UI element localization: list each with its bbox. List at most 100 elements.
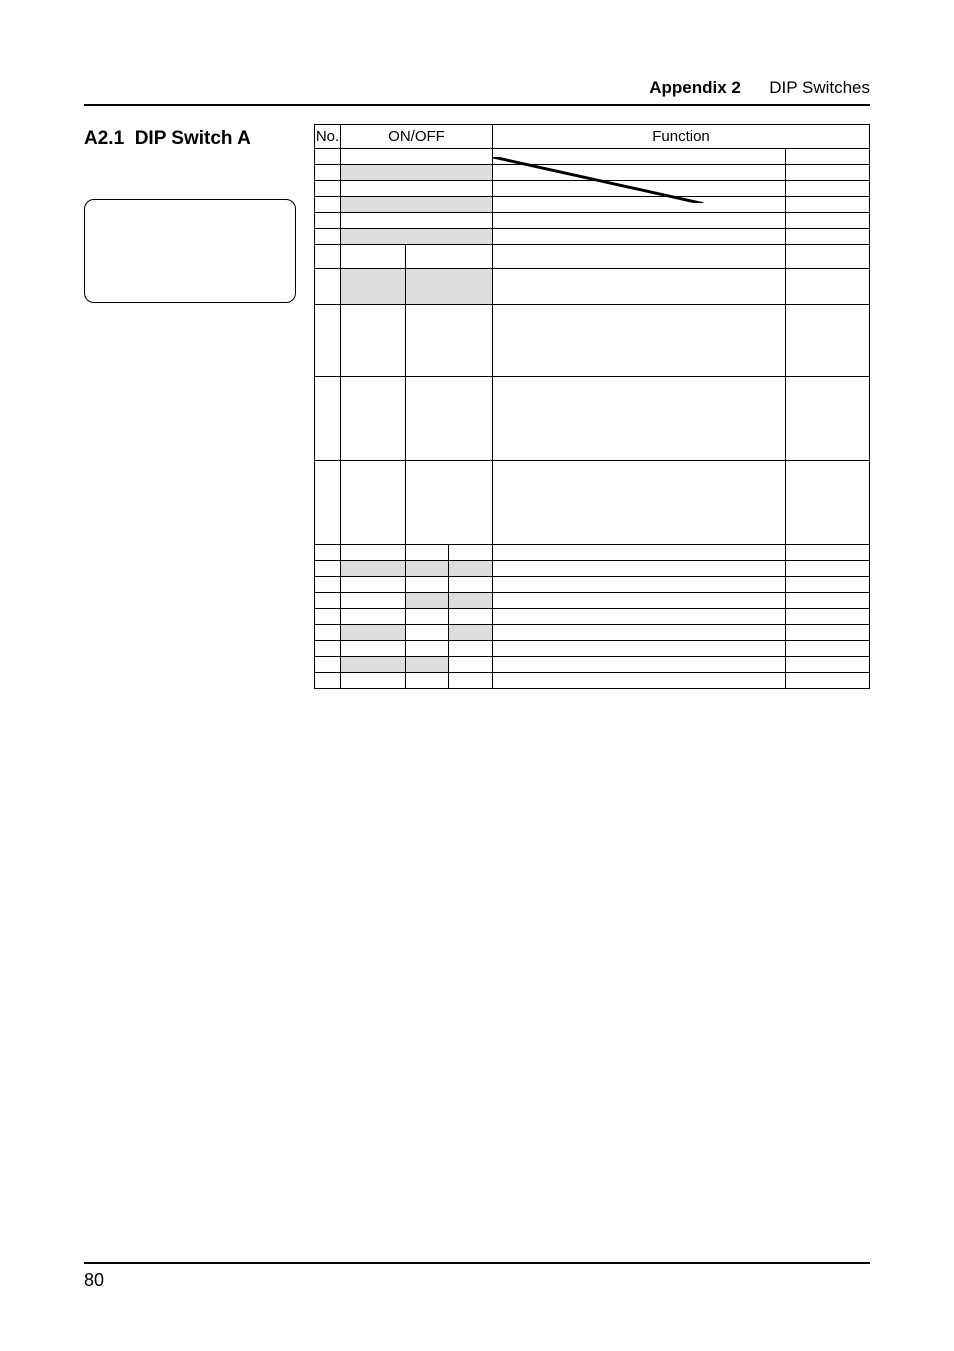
table-cell xyxy=(449,657,493,673)
col-no: No. xyxy=(315,125,341,149)
left-column: A2.1 DIP Switch A xyxy=(84,124,314,303)
section-label: DIP Switches xyxy=(769,78,870,97)
table-cell xyxy=(493,269,786,305)
table-cell xyxy=(786,181,870,197)
table-row xyxy=(315,577,870,593)
table-cell xyxy=(786,165,870,181)
table-cell xyxy=(449,641,493,657)
table-cell xyxy=(786,641,870,657)
table-row xyxy=(315,149,870,165)
table-cell xyxy=(341,197,493,213)
table-cell xyxy=(449,561,493,577)
table-cell xyxy=(341,377,406,461)
table-cell xyxy=(315,269,341,305)
appendix-label: Appendix 2 xyxy=(649,78,741,97)
table-cell xyxy=(786,561,870,577)
table-body xyxy=(315,149,870,689)
table-cell xyxy=(493,673,786,689)
table-cell xyxy=(406,245,493,269)
table-cell xyxy=(406,461,493,545)
table-cell xyxy=(786,577,870,593)
table-cell xyxy=(493,245,786,269)
table-cell xyxy=(341,577,406,593)
table-cell xyxy=(786,213,870,229)
table-row xyxy=(315,609,870,625)
table-cell xyxy=(315,377,341,461)
header-text: Appendix 2 DIP Switches xyxy=(649,78,870,98)
table-cell xyxy=(341,593,406,609)
table-cell xyxy=(493,213,786,229)
dip-switch-table: No. ON/OFF Function xyxy=(314,124,870,689)
table-cell xyxy=(341,181,493,197)
table-cell xyxy=(406,673,449,689)
table-cell xyxy=(341,149,493,165)
table-cell xyxy=(341,213,493,229)
table-cell xyxy=(493,377,786,461)
table-cell xyxy=(315,181,341,197)
right-column: No. ON/OFF Function xyxy=(314,124,870,689)
table-row xyxy=(315,245,870,269)
table-header-row: No. ON/OFF Function xyxy=(315,125,870,149)
callout-box xyxy=(84,199,296,303)
table-cell xyxy=(341,609,406,625)
table-cell xyxy=(315,461,341,545)
table-cell xyxy=(449,545,493,561)
table-cell xyxy=(406,593,449,609)
table-row xyxy=(315,593,870,609)
table-cell xyxy=(315,561,341,577)
table-cell xyxy=(786,377,870,461)
table-cell xyxy=(406,641,449,657)
table-cell xyxy=(406,561,449,577)
table-cell xyxy=(315,305,341,377)
table-cell xyxy=(449,609,493,625)
section-number: A2.1 xyxy=(84,128,124,149)
page-number: 80 xyxy=(84,1270,104,1290)
table-cell xyxy=(493,561,786,577)
table-row xyxy=(315,545,870,561)
table-cell xyxy=(315,577,341,593)
table-cell xyxy=(786,657,870,673)
table-row xyxy=(315,561,870,577)
table-cell xyxy=(406,377,493,461)
table-row xyxy=(315,305,870,377)
table-cell xyxy=(315,213,341,229)
section-title: A2.1 DIP Switch A xyxy=(84,128,314,151)
table-cell xyxy=(315,673,341,689)
content-columns: A2.1 DIP Switch A No. ON/OFF Function xyxy=(84,124,870,689)
table-row xyxy=(315,269,870,305)
table-cell xyxy=(315,149,341,165)
table-cell xyxy=(449,593,493,609)
col-onoff: ON/OFF xyxy=(341,125,493,149)
table-cell xyxy=(449,577,493,593)
table-cell xyxy=(493,657,786,673)
table-cell xyxy=(315,197,341,213)
table-cell xyxy=(406,305,493,377)
table-row xyxy=(315,229,870,245)
table-row xyxy=(315,673,870,689)
table-cell xyxy=(406,657,449,673)
table-cell xyxy=(406,545,449,561)
table-cell xyxy=(493,641,786,657)
table-row xyxy=(315,461,870,545)
table-cell xyxy=(786,593,870,609)
table-cell xyxy=(341,641,406,657)
table-cell xyxy=(315,245,341,269)
table-cell xyxy=(341,673,406,689)
table-row xyxy=(315,641,870,657)
table-cell xyxy=(493,593,786,609)
table-cell xyxy=(315,165,341,181)
page-header: Appendix 2 DIP Switches xyxy=(84,76,870,106)
table-cell xyxy=(315,545,341,561)
table-cell xyxy=(341,269,406,305)
table-row xyxy=(315,377,870,461)
table-cell xyxy=(786,461,870,545)
table-cell xyxy=(786,269,870,305)
table-cell xyxy=(315,609,341,625)
table-cell xyxy=(493,461,786,545)
table-cell xyxy=(315,641,341,657)
table-cell xyxy=(341,657,406,673)
table-cell xyxy=(786,305,870,377)
table-cell xyxy=(341,461,406,545)
table-cell xyxy=(341,229,493,245)
table-cell xyxy=(449,625,493,641)
